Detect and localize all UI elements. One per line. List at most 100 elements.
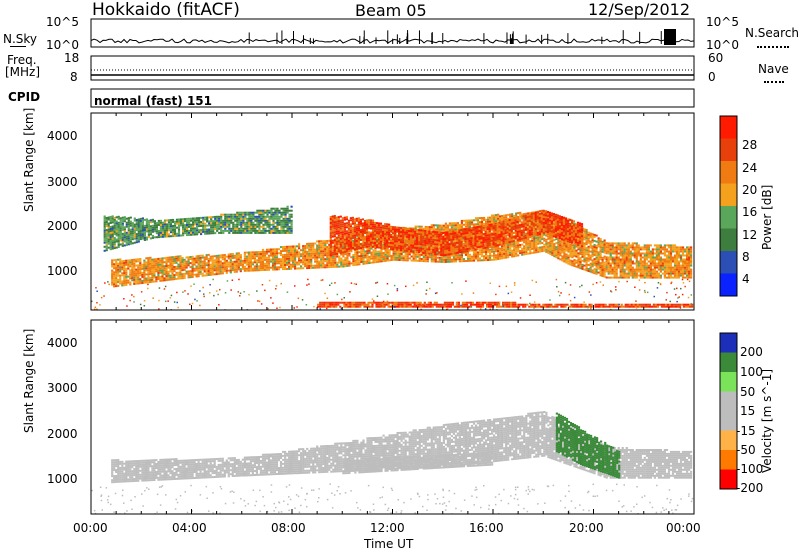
data-cell [302,247,305,250]
data-cell [123,268,126,270]
data-cell [577,266,580,269]
data-cell [567,244,570,247]
data-cell [523,253,526,256]
data-cell [175,261,178,264]
data-cell [328,247,331,250]
data-cell [249,255,252,258]
data-cell [505,234,508,237]
data-cell [418,251,421,254]
data-cell [137,260,140,263]
data-cell [681,248,685,251]
data-cell [354,253,357,256]
data-cell [659,268,662,271]
data-cell [249,261,252,264]
data-cell [454,230,457,232]
data-cell [277,252,281,255]
data-cell [430,236,433,239]
nsky-label: N.Sky [3,32,38,46]
data-cell [663,252,666,255]
data-cell [505,214,508,217]
data-cell [249,269,252,272]
data-cell [328,245,331,248]
data-cell [215,254,218,257]
data-cell [349,217,352,220]
data-cell [119,262,122,265]
data-cell [669,254,673,257]
data-cell [286,247,289,250]
data-cell [617,266,620,269]
vel-cb-tick-m50: -50 [736,443,756,457]
data-cell [641,260,644,263]
data-cell [335,244,338,247]
data-cell [279,262,283,265]
data-cell [631,248,634,251]
data-cell [639,266,642,269]
data-cell [565,243,568,246]
data-cell [380,258,383,261]
data-cell [237,266,240,269]
data-cell [597,265,600,268]
data-cell [404,249,407,252]
data-cell [450,246,453,249]
data-cell [675,248,679,251]
data-cell [651,248,654,251]
data-cell [436,241,439,244]
data-cell [665,266,669,269]
data-cell [468,219,472,222]
data-cell [322,244,325,247]
data-cell [412,230,415,233]
data-cell [343,248,346,251]
data-cell [653,266,656,269]
data-cell [157,259,160,262]
data-cell [424,260,427,263]
data-cell [639,264,642,267]
data-cell [430,234,433,237]
data-cell [446,228,449,231]
data-cell [328,256,331,258]
data-cell [402,251,405,254]
data-cell [402,235,405,238]
data-cell [497,227,500,230]
data-cell [145,279,148,282]
data-cell [581,263,584,266]
data-cell [141,267,144,270]
data-cell [169,276,172,279]
data-cell [436,249,439,252]
data-cell [557,245,560,248]
data-cell [432,251,435,253]
data-cell [115,258,118,261]
data-cell [452,246,455,249]
data-cell [466,223,470,226]
data-cell [332,263,335,266]
data-cell [355,233,358,236]
data-cell [155,266,158,269]
data-cell [690,268,693,271]
data-cell [271,252,275,255]
data-cell [139,280,142,283]
data-cell [111,275,114,278]
xlabel-time: Time UT [364,537,414,551]
data-cell [153,270,156,273]
data-cell [669,260,673,263]
data-cell [386,249,389,252]
data-cell [529,222,532,225]
data-cell [571,260,574,263]
data-cell [369,235,373,238]
data-cell [129,281,132,284]
data-cell [665,260,669,263]
data-cell [480,253,484,256]
data-cell [424,237,427,240]
data-cell [125,273,128,276]
data-cell [420,235,423,238]
data-cell [125,269,128,272]
data-cell [275,260,279,263]
data-cell [167,276,170,279]
data-cell [316,258,319,261]
data-cell [288,247,291,250]
data-cell [324,264,327,267]
data-cell [593,270,596,273]
data-cell [259,253,262,255]
data-cell [681,266,685,269]
data-cell [217,268,220,271]
data-cell [355,217,358,220]
